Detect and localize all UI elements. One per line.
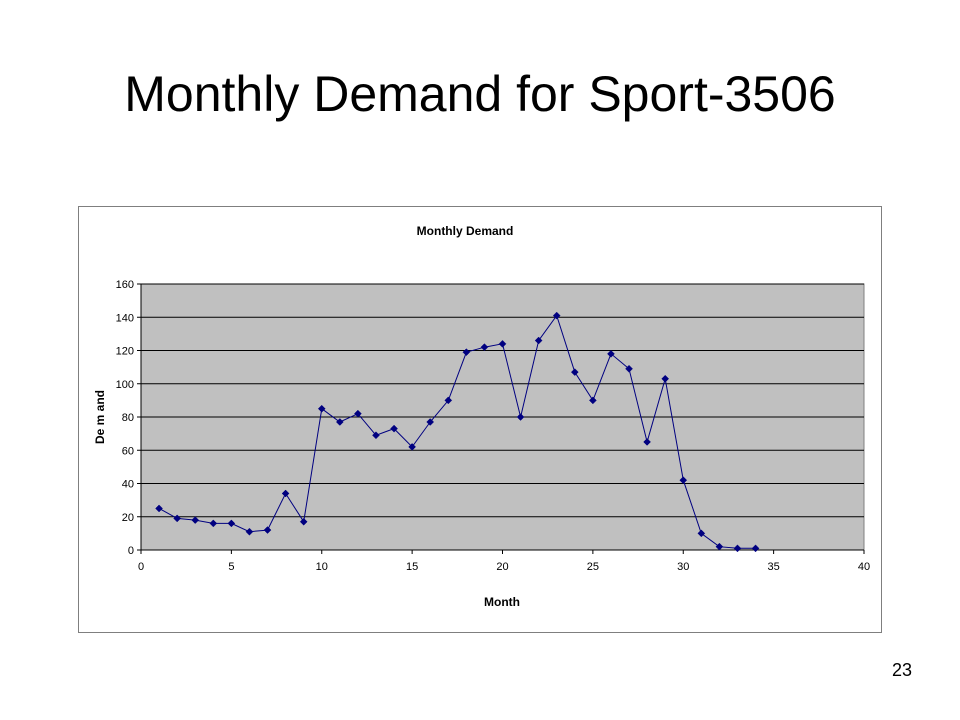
page-number: 23 bbox=[891, 660, 912, 680]
x-tick-label: 15 bbox=[406, 561, 418, 573]
data-point-month-33 bbox=[733, 544, 742, 553]
data-point-month-34 bbox=[751, 544, 760, 553]
data-point-month-14 bbox=[390, 424, 398, 433]
x-tick-label: 30 bbox=[677, 561, 689, 573]
x-tick-label: 25 bbox=[587, 561, 599, 573]
y-tick-label: 0 bbox=[128, 545, 134, 557]
data-point-month-6 bbox=[245, 527, 254, 536]
slide-title: Monthly Demand for Sport-3506 bbox=[124, 66, 836, 122]
y-tick-label: 60 bbox=[122, 445, 134, 457]
data-point-month-25 bbox=[589, 396, 597, 405]
data-point-month-7 bbox=[263, 526, 272, 534]
y-axis: 0 20 40 60 80 100 120 140 160 bbox=[116, 279, 142, 557]
y-axis-label: De m and bbox=[93, 390, 107, 444]
y-tick-label: 140 bbox=[116, 312, 134, 324]
x-tick-label: 40 bbox=[858, 561, 870, 573]
data-point-month-18 bbox=[462, 348, 471, 357]
data-point-month-1 bbox=[155, 504, 163, 513]
data-point-month-30 bbox=[679, 476, 688, 485]
line-chart: Monthly Demand 0 20 40 60 80 100 120 140 160 0 5 1… bbox=[93, 224, 870, 609]
x-tick-label: 10 bbox=[316, 561, 328, 573]
y-tick-label: 40 bbox=[122, 479, 134, 491]
data-point-month-9 bbox=[299, 517, 308, 526]
data-point-month-20 bbox=[498, 339, 507, 348]
y-tick-label: 160 bbox=[116, 279, 134, 291]
data-point-month-11 bbox=[335, 418, 344, 426]
data-point-month-21 bbox=[516, 413, 525, 421]
data-point-month-13 bbox=[372, 431, 380, 440]
y-tick-label: 80 bbox=[122, 412, 134, 424]
data-point-month-22 bbox=[534, 336, 543, 345]
data-point-month-5 bbox=[227, 519, 236, 528]
chart-frame: Monthly Demand 0 20 40 60 80 100 120 140 160 0 5 1… bbox=[78, 206, 882, 633]
series-line bbox=[158, 314, 756, 549]
data-point-month-27 bbox=[625, 364, 633, 373]
x-tick-label: 35 bbox=[768, 561, 780, 573]
data-point-month-23 bbox=[552, 311, 561, 320]
data-point-month-17 bbox=[444, 396, 453, 405]
x-tick-label: 20 bbox=[496, 561, 508, 573]
data-point-month-29 bbox=[661, 374, 670, 383]
x-axis: 0 5 10 15 20 25 30 35 40 bbox=[138, 549, 870, 573]
data-point-month-28 bbox=[643, 438, 651, 446]
data-point-month-32 bbox=[715, 542, 724, 551]
data-point-month-19 bbox=[480, 343, 489, 352]
x-tick-label: 0 bbox=[138, 561, 144, 573]
series-demand bbox=[155, 311, 760, 553]
grid-lines bbox=[141, 283, 864, 518]
y-tick-label: 100 bbox=[116, 379, 134, 391]
x-tick-label: 5 bbox=[228, 561, 234, 573]
data-point-month-3 bbox=[191, 516, 200, 524]
data-point-month-10 bbox=[317, 404, 326, 413]
data-point-month-2 bbox=[173, 514, 182, 523]
data-point-month-15 bbox=[408, 443, 416, 451]
data-point-month-12 bbox=[354, 409, 362, 418]
data-point-month-16 bbox=[426, 418, 435, 426]
data-point-month-26 bbox=[607, 349, 615, 358]
y-tick-label: 20 bbox=[122, 512, 134, 524]
data-point-month-31 bbox=[697, 529, 706, 538]
data-point-month-24 bbox=[570, 368, 579, 376]
data-point-month-8 bbox=[281, 489, 290, 498]
chart-title: Monthly Demand bbox=[417, 224, 514, 238]
x-axis-label: Month bbox=[484, 595, 520, 609]
y-tick-label: 120 bbox=[116, 346, 134, 358]
data-point-month-4 bbox=[209, 519, 218, 528]
